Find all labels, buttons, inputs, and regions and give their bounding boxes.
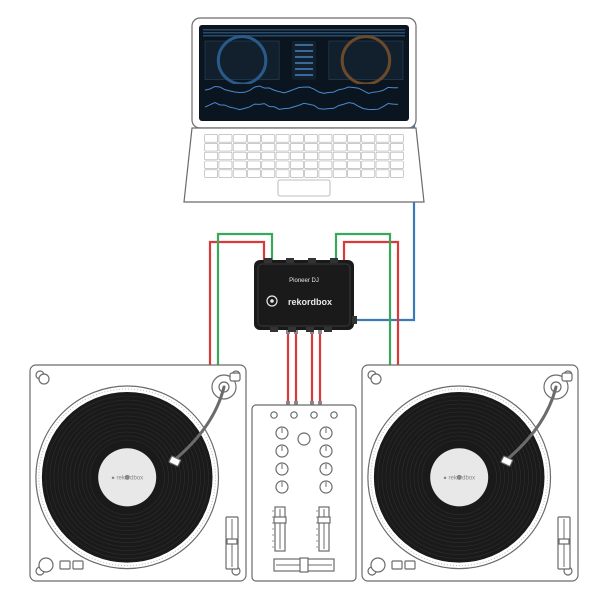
turntable-right: ● rekordbox [362, 365, 578, 581]
audio-interface: Pioneer DJ rekordbox [254, 258, 357, 332]
svg-text:● rekordbox: ● rekordbox [111, 475, 143, 481]
turntable-left: ● rekordbox [30, 365, 246, 581]
dj-mixer [252, 405, 356, 581]
laptop [184, 18, 424, 202]
svg-text:Pioneer DJ: Pioneer DJ [289, 278, 319, 284]
svg-text:● rekordbox: ● rekordbox [443, 475, 475, 481]
dj-dvs-setup-diagram: Pioneer DJ rekordbox ● rekordbox ● rekord… [0, 0, 608, 608]
svg-text:rekordbox: rekordbox [288, 297, 332, 307]
